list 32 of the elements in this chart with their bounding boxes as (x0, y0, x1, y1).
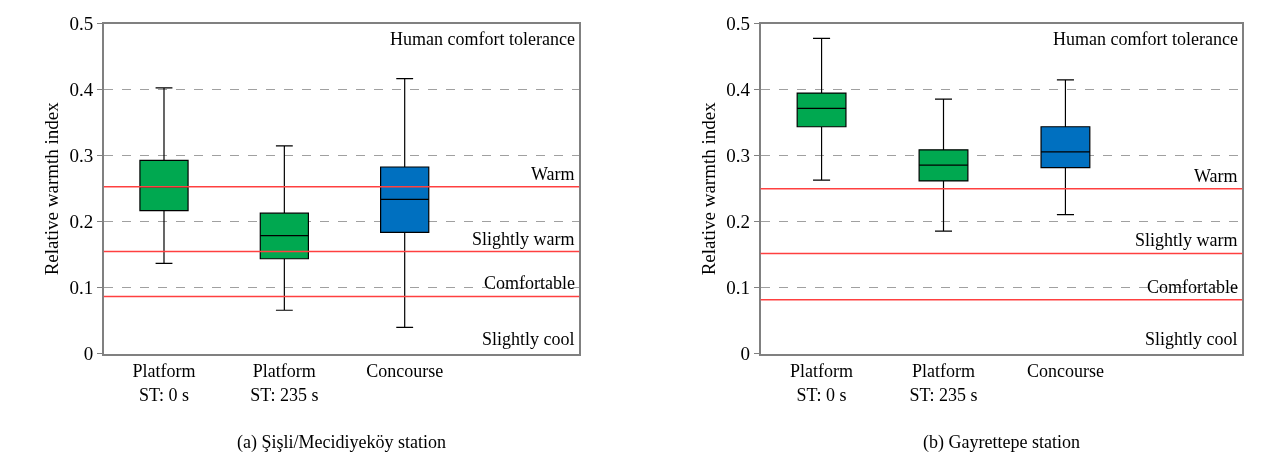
x-tick-label: Platform ST: 0 s (790, 361, 854, 405)
y-tick-label: 0.3 (726, 145, 751, 167)
y-tick-label: 0.5 (69, 13, 94, 35)
y-tick-label: 0.3 (69, 145, 94, 167)
y-tick-label: 0 (740, 343, 751, 365)
y-tick-label: 0.2 (69, 211, 94, 233)
y-tick-label: 0.2 (726, 211, 751, 233)
y-tick-label: 0.1 (69, 277, 94, 299)
y-tick-label: 0.4 (69, 79, 94, 101)
x-tick-label: Platform ST: 0 s (132, 361, 196, 405)
y-tick-label: 0 (83, 343, 94, 365)
ref-line-label: Slightly warm (1135, 230, 1238, 250)
y-tick-label: 0.1 (726, 277, 751, 299)
text: Slightly cool (482, 329, 575, 349)
y-axis-title: Relative warmth index (40, 101, 62, 276)
text: Slightly cool (1145, 329, 1238, 349)
text: (b) Gayrettepe station (923, 432, 1080, 453)
annotation: Human comfort tolerance (390, 29, 575, 49)
x-tick-label: Platform ST: 235 s (909, 361, 978, 405)
y-tick-label: 0.5 (726, 13, 751, 35)
x-tick-label: Concourse (366, 361, 444, 382)
x-tick-label: Concourse (1026, 361, 1104, 382)
text: (a) Şişli/Mecidiyeköy station (237, 432, 446, 453)
y-tick-label: 0.4 (726, 79, 751, 101)
ref-line-label: Comfortable (1147, 277, 1238, 297)
ref-line-label: Comfortable (484, 273, 575, 293)
ref-line-label: Warm (1194, 166, 1238, 186)
annotation: Human comfort tolerance (1053, 29, 1238, 49)
ref-line-label: Slightly warm (472, 229, 575, 249)
x-tick-label: Platform ST: 235 s (250, 361, 319, 405)
ref-line-label: Warm (531, 164, 575, 184)
y-axis-title: Relative warmth index (697, 101, 719, 276)
